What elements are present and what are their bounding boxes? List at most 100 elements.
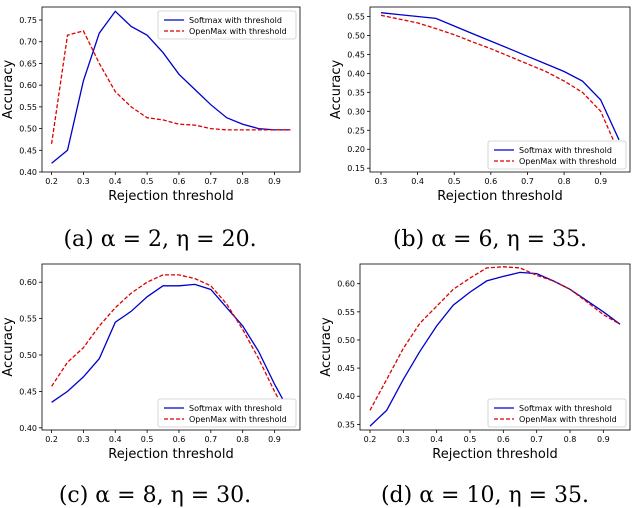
- y-axis-label: Accuracy: [319, 317, 334, 377]
- y-tick-label: 0.40: [19, 424, 37, 433]
- x-axis-label: Rejection threshold: [432, 447, 557, 462]
- x-tick-label: 0.8: [236, 435, 249, 444]
- x-tick-label: 0.7: [530, 435, 543, 444]
- x-tick-label: 0.9: [268, 177, 281, 186]
- y-tick-label: 0.70: [19, 38, 37, 47]
- y-tick-label: 0.55: [337, 308, 355, 317]
- series-line-openmax: [369, 266, 621, 411]
- x-tick-label: 0.8: [236, 177, 249, 186]
- series-line-softmax: [51, 283, 291, 414]
- x-tick-label: 0.8: [564, 435, 577, 444]
- series-line-openmax: [51, 274, 291, 421]
- legend: Softmax with threshold OpenMax with thres…: [487, 140, 627, 170]
- y-tick-label: 0.20: [347, 145, 365, 154]
- y-tick-label: 0.55: [19, 103, 37, 112]
- x-tick-label: 0.3: [77, 177, 90, 186]
- figure-caption: (b) α = 6, η = 35.: [393, 227, 587, 252]
- y-tick-label: 0.55: [19, 315, 37, 324]
- figure-caption: (a) α = 2, η = 20.: [63, 227, 256, 252]
- chart-1: 0.2 0.3 0.4 0.5 0.6 0.7 0.8 0.9 0.40 0.45 0.50 0.55…: [1, 6, 301, 252]
- series-line-softmax: [51, 10, 291, 164]
- y-tick-label: 0.75: [19, 16, 37, 25]
- x-tick-label: 0.9: [597, 435, 610, 444]
- legend-entry: Softmax with threshold: [189, 404, 282, 413]
- x-tick-label: 0.6: [497, 435, 510, 444]
- legend-entry: OpenMax with threshold: [189, 27, 287, 36]
- x-tick-label: 0.6: [173, 435, 186, 444]
- legend-box: [487, 398, 627, 428]
- y-tick-label: 0.50: [337, 336, 355, 345]
- legend: Softmax with threshold OpenMax with thres…: [487, 398, 627, 428]
- y-tick-label: 0.60: [19, 278, 37, 287]
- chart-4: 0.2 0.3 0.4 0.5 0.6 0.7 0.8 0.9 0.35 0.40 0.45 0.50…: [319, 263, 631, 508]
- x-tick-label: 0.6: [484, 177, 497, 186]
- y-tick-label: 0.35: [347, 88, 365, 97]
- y-tick-label: 0.65: [19, 59, 37, 68]
- y-axis-label: Accuracy: [1, 60, 16, 120]
- x-tick-label: 0.4: [411, 177, 424, 186]
- y-tick-label: 0.35: [337, 420, 355, 429]
- legend-entry: OpenMax with threshold: [519, 415, 617, 424]
- x-tick-label: 0.6: [173, 177, 186, 186]
- plot-frame: [41, 6, 301, 173]
- y-tick-label: 0.55: [347, 12, 365, 21]
- y-tick-label: 0.60: [337, 280, 355, 289]
- y-tick-label: 0.40: [347, 69, 365, 78]
- x-tick-label: 0.4: [109, 177, 122, 186]
- x-tick-label: 0.2: [45, 177, 58, 186]
- x-tick-label: 0.2: [364, 435, 377, 444]
- legend-entry: Softmax with threshold: [189, 16, 282, 25]
- y-tick-label: 0.60: [19, 81, 37, 90]
- y-tick-label: 0.45: [19, 387, 37, 396]
- chart-2: 0.3 0.4 0.5 0.6 0.7 0.8 0.9 0.15 0.20 0.25 0.30 0.3…: [329, 6, 631, 252]
- x-tick-label: 0.8: [558, 177, 571, 186]
- legend: Softmax with threshold OpenMax with thres…: [157, 10, 297, 40]
- series-line-softmax: [380, 12, 620, 141]
- x-tick-label: 0.7: [204, 435, 217, 444]
- legend-entry: Softmax with threshold: [519, 146, 612, 155]
- legend: Softmax with threshold OpenMax with thres…: [157, 398, 297, 428]
- legend-entry: OpenMax with threshold: [189, 415, 287, 424]
- figure-caption: (d) α = 10, η = 35.: [381, 483, 589, 508]
- y-tick-label: 0.50: [19, 351, 37, 360]
- x-tick-label: 0.5: [448, 177, 461, 186]
- plot-frame: [41, 263, 301, 431]
- legend-entry: Softmax with threshold: [519, 404, 612, 413]
- x-tick-label: 0.2: [45, 435, 58, 444]
- y-tick-label: 0.45: [337, 364, 355, 373]
- y-tick-label: 0.45: [347, 50, 365, 59]
- chart-3: 0.2 0.3 0.4 0.5 0.6 0.7 0.8 0.9 0.40 0.45 0.50 0.55…: [1, 263, 301, 508]
- y-tick-label: 0.25: [347, 126, 365, 135]
- x-axis-label: Rejection threshold: [437, 189, 562, 204]
- legend-entry: OpenMax with threshold: [519, 157, 617, 166]
- x-tick-label: 0.4: [430, 435, 443, 444]
- x-tick-label: 0.5: [464, 435, 477, 444]
- x-tick-label: 0.3: [375, 177, 388, 186]
- y-tick-label: 0.40: [19, 168, 37, 177]
- y-tick-label: 0.40: [337, 392, 355, 401]
- series-line-openmax: [50, 30, 291, 144]
- y-tick-label: 0.15: [347, 164, 365, 173]
- x-axis-label: Rejection threshold: [108, 189, 233, 204]
- x-tick-label: 0.7: [204, 177, 217, 186]
- y-axis-label: Accuracy: [329, 60, 344, 120]
- x-tick-label: 0.5: [141, 435, 154, 444]
- x-axis-label: Rejection threshold: [108, 447, 233, 462]
- legend-box: [487, 140, 627, 170]
- y-tick-label: 0.30: [347, 107, 365, 116]
- x-tick-label: 0.4: [109, 435, 122, 444]
- x-tick-label: 0.3: [397, 435, 410, 444]
- x-tick-label: 0.3: [77, 435, 90, 444]
- y-tick-label: 0.50: [347, 31, 365, 40]
- y-tick-label: 0.50: [19, 125, 37, 134]
- legend-box: [157, 10, 297, 40]
- x-tick-label: 0.9: [594, 177, 607, 186]
- x-tick-label: 0.7: [521, 177, 534, 186]
- x-tick-label: 0.9: [268, 435, 281, 444]
- x-tick-label: 0.5: [141, 177, 154, 186]
- series-line-openmax: [380, 14, 620, 154]
- y-tick-label: 0.45: [19, 146, 37, 155]
- plot-frame: [369, 6, 631, 173]
- figure-caption: (c) α = 8, η = 30.: [59, 483, 251, 508]
